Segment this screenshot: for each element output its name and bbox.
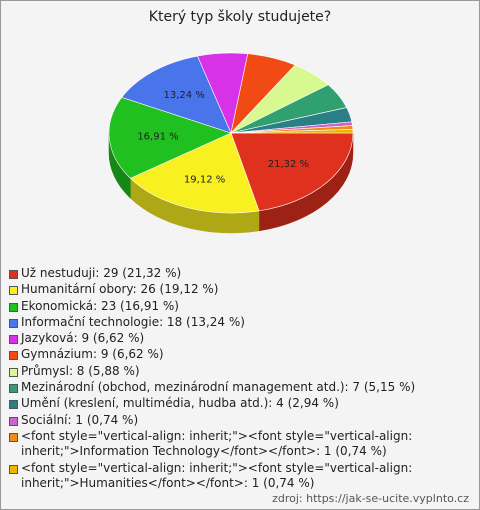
slice	[108, 97, 232, 179]
legend-item: Gymnázium: 9 (6,62 %)	[9, 347, 449, 362]
legend-item: Mezinárodní (obchod, mezinárodní managem…	[9, 380, 449, 395]
legend-swatch	[9, 464, 18, 474]
legend-item: Už nestuduji: 29 (21,32 %)	[9, 266, 449, 281]
legend-swatch	[9, 335, 18, 345]
legend-item: Informační technologie: 18 (13,24 %)	[9, 315, 449, 330]
legend-swatch	[9, 302, 18, 312]
slice	[121, 55, 232, 134]
legend-item: Humanitární obory: 26 (19,12 %)	[9, 282, 449, 297]
slice-label: 16,91 %	[137, 131, 178, 142]
legend-swatch	[9, 318, 18, 328]
slice	[230, 128, 354, 134]
legend-swatch	[9, 432, 18, 442]
legend: Už nestuduji: 29 (21,32 %) Humanitární ob…	[9, 266, 449, 492]
legend-label: Gymnázium: 9 (6,62 %)	[21, 347, 164, 362]
legend-label: Informační technologie: 18 (13,24 %)	[21, 314, 245, 329]
legend-item: Průmysl: 8 (5,88 %)	[9, 364, 449, 379]
slice-label: 21,32 %	[268, 159, 309, 170]
legend-swatch	[9, 270, 18, 279]
legend-label: Humanitární obory: 26 (19,12 %)	[21, 282, 219, 297]
slice	[230, 132, 354, 212]
legend-label: <font style="vertical-align: inherit;"><…	[21, 428, 413, 459]
legend-swatch	[9, 384, 18, 394]
legend-label: Umění (kreslení, multimédia, hudba atd.)…	[21, 396, 339, 411]
legend-label: <font style="vertical-align: inherit;"><…	[21, 460, 413, 490]
source: zdroj: https://jak-se-ucite.vyplnto.cz	[272, 492, 469, 505]
legend-label: Sociální: 1 (0,74 %)	[21, 412, 139, 427]
legend-label: Už nestuduji: 29 (21,32 %)	[21, 266, 182, 280]
legend-item: Umění (kreslení, multimédia, hudba atd.)…	[9, 396, 449, 411]
legend-item: Ekonomická: 23 (16,91 %)	[9, 299, 449, 314]
pie: 21,32 % 19,12 % 16,91 % 13,24 %	[108, 52, 354, 234]
legend-swatch	[9, 416, 18, 426]
legend-item: <font style="vertical-align: inherit;"><…	[9, 461, 449, 492]
legend-swatch	[9, 400, 18, 410]
legend-swatch	[9, 367, 18, 377]
legend-label: Průmysl: 8 (5,88 %)	[21, 363, 140, 378]
slice	[129, 132, 260, 214]
slice-label: 19,12 %	[184, 174, 225, 185]
legend-label: Jazyková: 9 (6,62 %)	[21, 331, 145, 346]
legend-swatch	[9, 351, 18, 361]
legend-item: Jazyková: 9 (6,62 %)	[9, 331, 449, 346]
legend-swatch	[9, 286, 18, 296]
legend-label: Mezinárodní (obchod, mezinárodní managem…	[21, 380, 416, 395]
slice-label: 13,24 %	[164, 90, 205, 101]
legend-item: Sociální: 1 (0,74 %)	[9, 413, 449, 428]
legend-item: <font style="vertical-align: inherit;"><…	[9, 429, 449, 460]
chart-title: Který typ školy studujete?	[148, 9, 332, 25]
legend-label: Ekonomická: 23 (16,91 %)	[21, 298, 179, 313]
